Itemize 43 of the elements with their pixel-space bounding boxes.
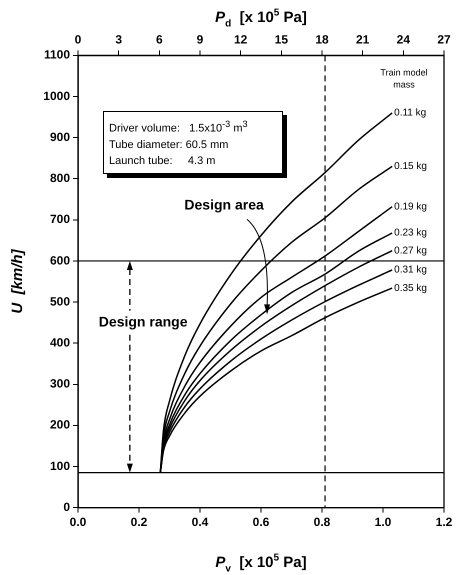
series-label: 0.19 kg [394, 201, 427, 212]
y-tick-label: 0 [63, 500, 70, 514]
x2-tick-label: 3 [115, 32, 122, 47]
x2-tick-label: 6 [156, 32, 163, 47]
y-tick-label: 600 [50, 253, 70, 268]
annotation: Launch tube: 4.3 m [109, 154, 216, 169]
x2-tick-label: 12 [234, 32, 248, 47]
x2-tick-label: 24 [396, 32, 410, 47]
annotation: Design area [184, 196, 264, 212]
y-tick-label: 1100 [44, 48, 70, 62]
series-label: 0.23 kg [394, 228, 427, 239]
annotation: Driver volume: 1.5x10$^{-3}$ m$^{3}$ [109, 118, 249, 137]
series-label: 0.11 kg [394, 108, 426, 119]
x2-tick-label: 18 [315, 32, 329, 47]
x2-tick-label: 0 [74, 32, 82, 47]
y-tick-label: 800 [50, 171, 70, 186]
y-axis-title: U [km/h] [9, 248, 26, 314]
x2-tick-label: 21 [356, 32, 370, 47]
y-tick-label: 100 [50, 458, 70, 473]
y-tick-label: 500 [50, 294, 70, 308]
series-label: 0.27 kg [394, 245, 427, 256]
series-label: 0.15 kg [394, 161, 427, 172]
annotation: Tube diameter: 60.5 mm [109, 138, 230, 153]
x-tick-label: 0.8 [314, 515, 331, 530]
y-tick-label: 1000 [43, 88, 70, 103]
x-tick-label: 1.0 [374, 515, 392, 530]
x2-tick-label: 15 [274, 32, 288, 47]
x-tick-label: 0.4 [192, 515, 209, 530]
x-tick-label: 1.2 [436, 515, 453, 530]
y-tick-label: 400 [50, 335, 70, 350]
x-tick-label: 0.6 [252, 515, 270, 530]
annotation: Train model mass [380, 67, 428, 90]
series-label: 0.35 kg [394, 282, 427, 294]
x-tick-label: 0.0 [70, 515, 87, 530]
y-tick-label: 700 [50, 212, 70, 226]
x2-tick-label: 9 [196, 32, 204, 47]
y-tick-label: 300 [50, 376, 70, 391]
x2-tick-label: 27 [437, 32, 451, 47]
y-tick-label: 200 [50, 418, 70, 432]
x-tick-label: 0.2 [130, 515, 148, 530]
y-tick-label: 900 [50, 130, 70, 144]
series-label: 0.31 kg [394, 264, 427, 276]
annotation: Design range [98, 314, 188, 330]
